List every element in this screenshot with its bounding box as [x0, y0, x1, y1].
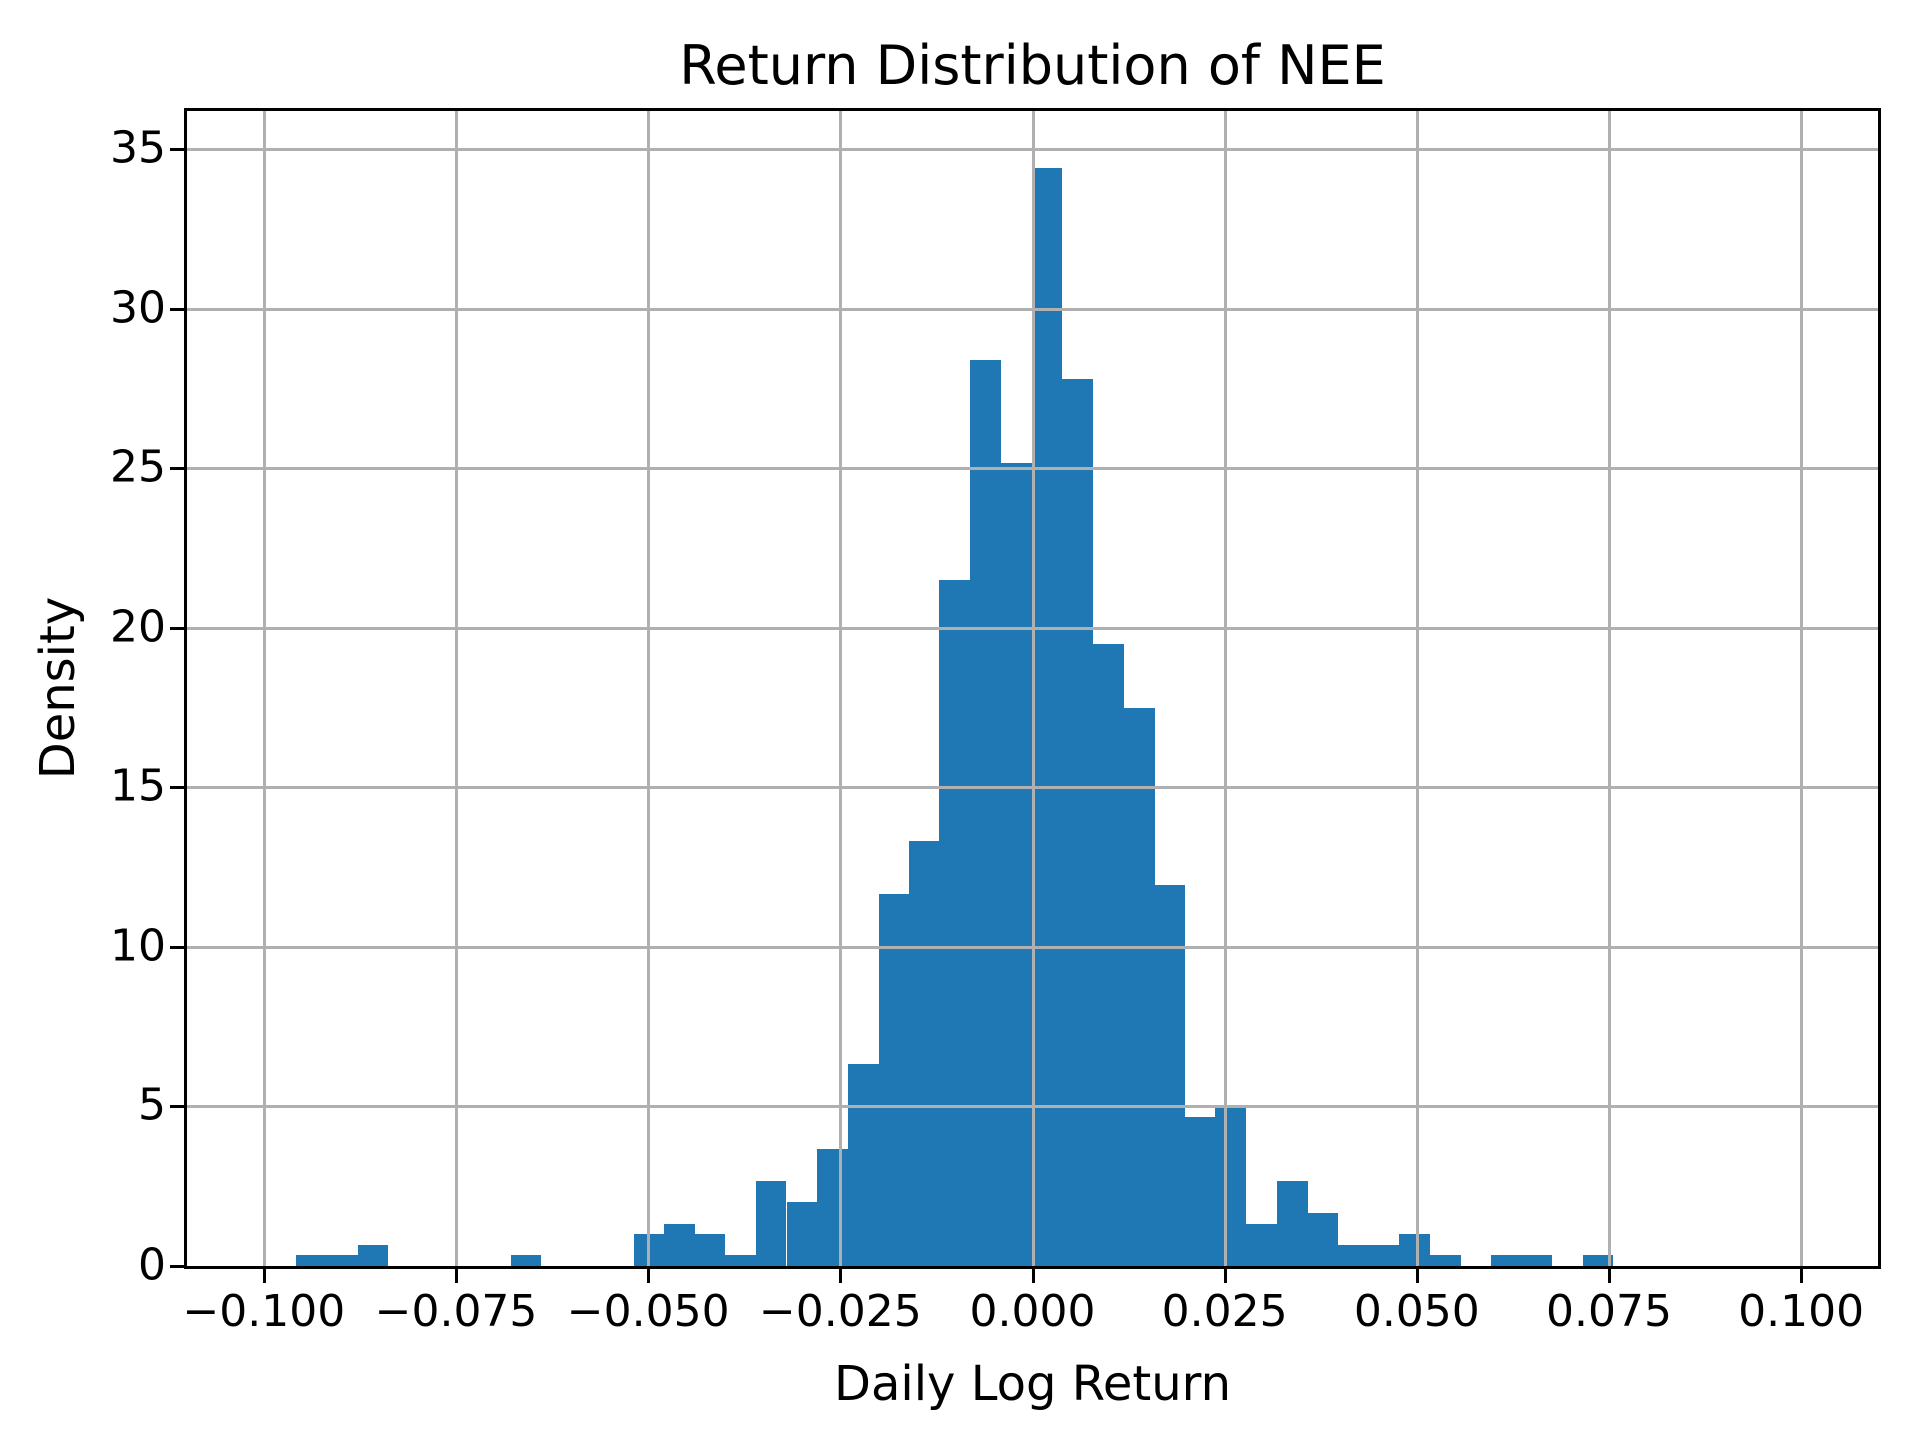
y-tick-mark	[170, 467, 184, 470]
histogram-bar	[1583, 1255, 1613, 1266]
histogram-bar	[296, 1255, 327, 1266]
histogram-bar	[1185, 1117, 1215, 1266]
gridline-y	[187, 786, 1878, 789]
x-tick-label: 0.000	[969, 1286, 1096, 1337]
gridline-y	[187, 946, 1878, 949]
histogram-bar	[1001, 463, 1032, 1266]
x-tick-mark	[1608, 1269, 1611, 1283]
histogram-bar	[664, 1224, 695, 1266]
gridline-x	[647, 111, 650, 1266]
gridline-x	[1608, 111, 1611, 1266]
gridline-x	[1224, 111, 1227, 1266]
x-tick-mark	[647, 1269, 650, 1283]
histogram-bar	[1124, 708, 1155, 1266]
x-tick-label: 0.075	[1545, 1286, 1672, 1337]
chart-title: Return Distribution of NEE	[679, 34, 1386, 97]
y-tick-label: 25	[110, 441, 166, 493]
x-tick-mark	[839, 1269, 842, 1283]
histogram-bar	[1032, 168, 1062, 1266]
y-tick-label: 5	[138, 1080, 166, 1132]
x-tick-label: −0.025	[758, 1286, 922, 1337]
y-tick-label: 20	[110, 601, 166, 653]
gridline-x	[263, 111, 266, 1266]
histogram-bar	[694, 1234, 725, 1266]
histogram-bar	[909, 841, 939, 1266]
y-tick-mark	[170, 1265, 184, 1268]
x-tick-mark	[1224, 1269, 1227, 1283]
x-tick-label: −0.050	[566, 1286, 730, 1337]
x-tick-label: −0.075	[374, 1286, 538, 1337]
gridline-y	[187, 1105, 1878, 1108]
histogram-bar	[1277, 1181, 1308, 1266]
y-tick-label: 10	[110, 920, 166, 972]
y-tick-mark	[170, 946, 184, 949]
histogram-bar	[1154, 885, 1185, 1266]
x-tick-mark	[1416, 1269, 1419, 1283]
y-tick-mark	[170, 627, 184, 630]
gridline-x	[1800, 111, 1803, 1266]
histogram-bar	[1368, 1245, 1399, 1266]
histogram-bar	[1521, 1255, 1552, 1266]
histogram-bar	[970, 360, 1001, 1266]
histogram-bar	[879, 894, 909, 1266]
histogram-bar	[327, 1255, 358, 1266]
x-axis-label: Daily Log Return	[834, 1356, 1231, 1412]
histogram-bar	[1399, 1234, 1430, 1266]
gridline-y	[187, 148, 1878, 151]
x-tick-label: 0.050	[1353, 1286, 1480, 1337]
histogram-bar	[1093, 644, 1124, 1266]
y-tick-label: 15	[110, 761, 166, 813]
gridline-y	[187, 308, 1878, 311]
histogram-bar	[756, 1181, 786, 1266]
histogram-bar	[1491, 1255, 1521, 1266]
gridline-x	[1416, 111, 1419, 1266]
x-tick-mark	[263, 1269, 266, 1283]
y-tick-mark	[170, 786, 184, 789]
histogram-bar	[787, 1202, 817, 1266]
plot-area	[184, 108, 1881, 1269]
histogram-bar	[358, 1245, 388, 1266]
x-tick-label: 0.100	[1738, 1286, 1865, 1337]
histogram-bar	[939, 580, 970, 1266]
gridline-x	[1032, 111, 1035, 1266]
histogram-bar	[1307, 1213, 1338, 1266]
histogram-bar	[817, 1149, 848, 1266]
x-tick-mark	[455, 1269, 458, 1283]
x-tick-label: 0.025	[1161, 1286, 1288, 1337]
histogram-bar	[1246, 1224, 1277, 1266]
x-tick-mark	[1800, 1269, 1803, 1283]
histogram-bar	[848, 1064, 879, 1266]
gridline-x	[455, 111, 458, 1266]
histogram-bar	[1430, 1255, 1461, 1266]
y-tick-mark	[170, 148, 184, 151]
histogram-bar	[511, 1255, 541, 1266]
gridline-y	[187, 627, 1878, 630]
y-tick-label: 35	[110, 122, 166, 174]
gridline-x	[839, 111, 842, 1266]
y-tick-mark	[170, 1105, 184, 1108]
histogram-bar	[1215, 1106, 1246, 1266]
x-tick-mark	[1032, 1269, 1035, 1283]
y-tick-mark	[170, 308, 184, 311]
histogram-bar	[725, 1255, 756, 1266]
y-tick-label: 0	[138, 1239, 166, 1291]
y-tick-label: 30	[110, 282, 166, 334]
gridline-y	[187, 467, 1878, 470]
x-tick-label: −0.100	[182, 1286, 346, 1337]
histogram-bar	[1338, 1245, 1368, 1266]
histogram-bar	[1062, 379, 1093, 1266]
